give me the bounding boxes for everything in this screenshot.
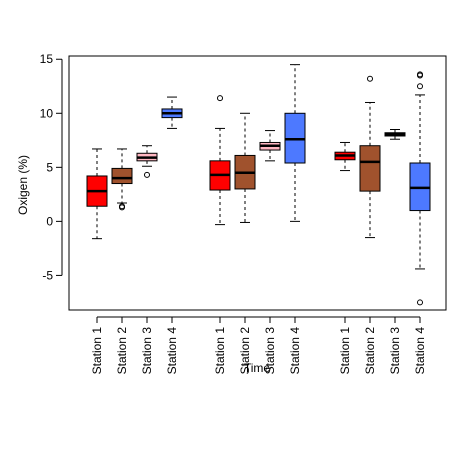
box-3-4 [409,71,431,306]
y-tick-label: 10 [40,106,54,120]
box-3-1 [334,141,356,172]
y-axis: -5 0 5 10 15 [40,52,63,282]
x-tick-label: Station 4 [288,327,302,375]
y-tick-label: -5 [42,268,53,282]
x-tick-label: Station 2 [238,327,252,375]
x-axis: Station 1 Station 2 Station 3 Station 4 Stat… [90,316,427,375]
x-tick-label: Station 3 [388,327,402,375]
box-2-2 [234,112,256,223]
y-tick-label: 15 [40,52,54,66]
outlier-point [367,75,373,82]
box-1-3 [136,145,158,178]
plot-frame [68,55,447,311]
outlier-point [417,83,423,90]
box-rect [111,167,133,185]
box-1-2 [111,148,133,211]
box-rect [359,145,381,192]
x-tick-label: Station 4 [413,327,427,375]
x-tick-label: Station 3 [140,327,154,375]
box-2-1 [209,95,231,226]
x-tick-label: Station 3 [263,327,277,375]
boxes [86,64,431,306]
outlier-point [417,299,423,306]
x-tick-label: Station 1 [90,327,104,375]
box-1-4 [161,96,183,129]
y-axis-label: Oxigen (%) [16,155,30,215]
y-tick-label: 5 [46,160,53,174]
box-3-2 [359,75,381,239]
x-tick-label: Station 1 [338,327,352,375]
y-tick-label: 0 [46,214,53,228]
box-2-4 [284,64,306,222]
box-2-3 [259,130,281,162]
outlier-point [417,71,423,78]
outlier-point [217,95,223,102]
x-tick-label: Station 1 [213,327,227,375]
outlier-point [144,171,150,178]
x-tick-label: Station 4 [165,327,179,375]
x-axis-label: Time [244,361,271,375]
x-tick-label: Station 2 [115,327,129,375]
box-1-1 [86,148,108,240]
outlier-point [119,203,125,210]
x-tick-label: Station 2 [363,327,377,375]
box-3-3 [384,128,406,140]
